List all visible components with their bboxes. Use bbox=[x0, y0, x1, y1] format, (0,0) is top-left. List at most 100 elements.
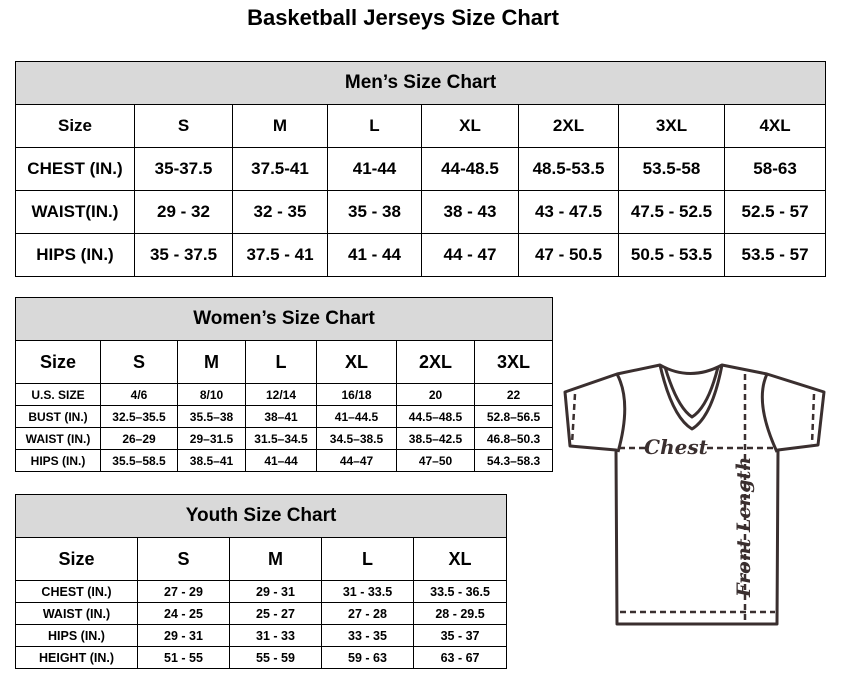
column-header: L bbox=[245, 340, 317, 384]
column-header: M bbox=[229, 537, 322, 581]
table-cell: 8/10 bbox=[177, 383, 246, 406]
table-cell: 26–29 bbox=[100, 427, 178, 450]
table-cell: 44.5–48.5 bbox=[396, 405, 475, 428]
row-label: U.S. SIZE bbox=[15, 383, 101, 406]
row-label: CHEST (IN.) bbox=[15, 147, 135, 191]
table-cell: 35 - 38 bbox=[327, 190, 422, 234]
column-header: S bbox=[137, 537, 230, 581]
table-cell: 63 - 67 bbox=[412, 646, 508, 669]
table-cell: 34.5–38.5 bbox=[316, 427, 397, 450]
table-cell: 46.8–50.3 bbox=[473, 427, 554, 450]
table-cell: 38–41 bbox=[245, 405, 317, 428]
table-cell: 53.5-58 bbox=[618, 147, 725, 191]
column-header: L bbox=[321, 537, 414, 581]
table-cell: 38.5–41 bbox=[177, 449, 246, 472]
column-header: L bbox=[327, 104, 422, 148]
youth-chart-heading: Youth Size Chart bbox=[14, 494, 508, 538]
table-cell: 31 - 33 bbox=[229, 624, 322, 647]
table-cell: 33 - 35 bbox=[321, 624, 414, 647]
table-cell: 41–44.5 bbox=[316, 405, 397, 428]
front-length-label: Front Length bbox=[733, 457, 755, 598]
table-cell: 20 bbox=[396, 383, 475, 406]
column-header: 3XL bbox=[618, 104, 725, 148]
table-cell: 55 - 59 bbox=[229, 646, 322, 669]
column-header: S bbox=[100, 340, 178, 384]
column-header: 3XL bbox=[473, 340, 554, 384]
table-row: HIPS (IN.) 35 - 37.5 37.5 - 41 41 - 44 44 - … bbox=[15, 233, 827, 277]
row-label: WAIST (IN.) bbox=[15, 427, 101, 450]
table-row: WAIST(IN.) 29 - 32 32 - 35 35 - 38 38 - 43 43… bbox=[15, 190, 827, 234]
jersey-outline bbox=[563, 363, 826, 626]
table-cell: 4/6 bbox=[100, 383, 178, 406]
table-row: CHEST (IN.) 27 - 29 29 - 31 31 - 33.5 33.5 -… bbox=[15, 580, 508, 603]
table-row: U.S. SIZE 4/6 8/10 12/14 16/18 20 22 bbox=[15, 383, 554, 406]
table-cell: 47 - 50.5 bbox=[518, 233, 619, 277]
table-row: BUST (IN.) 32.5–35.5 35.5–38 38–41 41–44.5 44… bbox=[15, 405, 554, 428]
table-cell: 32 - 35 bbox=[232, 190, 328, 234]
table-cell: 44 - 47 bbox=[421, 233, 519, 277]
column-header: 2XL bbox=[396, 340, 475, 384]
table-cell: 16/18 bbox=[316, 383, 397, 406]
table-cell: 43 - 47.5 bbox=[518, 190, 619, 234]
table-row: HEIGHT (IN.) 51 - 55 55 - 59 59 - 63 63 - 67 bbox=[15, 646, 508, 669]
table-cell: 12/14 bbox=[245, 383, 317, 406]
table-cell: 51 - 55 bbox=[137, 646, 230, 669]
table-cell: 27 - 29 bbox=[137, 580, 230, 603]
row-label: WAIST (IN.) bbox=[15, 602, 138, 625]
column-header: Size bbox=[15, 340, 101, 384]
table-row: HIPS (IN.) 29 - 31 31 - 33 33 - 35 35 - 37 bbox=[15, 624, 508, 647]
column-header: XL bbox=[412, 537, 508, 581]
table-cell: 44–47 bbox=[316, 449, 397, 472]
table-row: WAIST (IN.) 26–29 29–31.5 31.5–34.5 34.5–38.… bbox=[15, 427, 554, 450]
table-cell: 35 - 37.5 bbox=[134, 233, 233, 277]
table-cell: 29–31.5 bbox=[177, 427, 246, 450]
row-label: BUST (IN.) bbox=[15, 405, 101, 428]
column-header: 4XL bbox=[723, 104, 827, 148]
table-cell: 31 - 33.5 bbox=[321, 580, 414, 603]
table-cell: 44-48.5 bbox=[421, 147, 519, 191]
table-cell: 47–50 bbox=[396, 449, 475, 472]
table-cell: 41-44 bbox=[327, 147, 422, 191]
table-cell: 35.5–38 bbox=[177, 405, 246, 428]
table-cell: 50.5 - 53.5 bbox=[618, 233, 725, 277]
table-cell: 53.5 - 57 bbox=[723, 233, 827, 277]
youth-size-table: Youth Size Chart Size S M L XL CHEST (IN.) 27 -… bbox=[14, 494, 508, 669]
mens-size-table: Men’s Size Chart Size S M L XL 2XL 3XL 4XL CHEST … bbox=[14, 61, 827, 277]
men-chart-heading: Men’s Size Chart bbox=[14, 61, 827, 105]
table-cell: 35 - 37 bbox=[412, 624, 508, 647]
jersey-diagram: Chest Front Length bbox=[563, 363, 826, 626]
table-cell: 35.5–58.5 bbox=[100, 449, 178, 472]
table-cell: 25 - 27 bbox=[229, 602, 322, 625]
page-title: Basketball Jerseys Size Chart bbox=[247, 5, 559, 30]
column-header: 2XL bbox=[518, 104, 619, 148]
row-label: HIPS (IN.) bbox=[15, 233, 135, 277]
womens-size-table: Women’s Size Chart Size S M L XL 2XL 3XL U.S. SI… bbox=[14, 297, 554, 472]
table-cell: 35-37.5 bbox=[134, 147, 233, 191]
size-header-row: Size S M L XL 2XL 3XL 4XL bbox=[15, 104, 827, 148]
table-cell: 52.5 - 57 bbox=[723, 190, 827, 234]
table-row: CHEST (IN.) 35-37.5 37.5-41 41-44 44-48.5 48.… bbox=[15, 147, 827, 191]
table-cell: 29 - 32 bbox=[134, 190, 233, 234]
table-cell: 31.5–34.5 bbox=[245, 427, 317, 450]
column-header: M bbox=[177, 340, 246, 384]
row-label: HIPS (IN.) bbox=[15, 624, 138, 647]
table-cell: 59 - 63 bbox=[321, 646, 414, 669]
size-header-row: Size S M L XL bbox=[15, 537, 508, 581]
table-cell: 58-63 bbox=[723, 147, 827, 191]
table-cell: 24 - 25 bbox=[137, 602, 230, 625]
column-header: XL bbox=[316, 340, 397, 384]
table-cell: 38.5–42.5 bbox=[396, 427, 475, 450]
table-row: WAIST (IN.) 24 - 25 25 - 27 27 - 28 28 - 29.… bbox=[15, 602, 508, 625]
table-cell: 33.5 - 36.5 bbox=[412, 580, 508, 603]
column-header: Size bbox=[15, 104, 135, 148]
size-header-row: Size S M L XL 2XL 3XL bbox=[15, 340, 554, 384]
chest-label: Chest bbox=[644, 435, 708, 459]
table-cell: 41 - 44 bbox=[327, 233, 422, 277]
table-cell: 52.8–56.5 bbox=[473, 405, 554, 428]
table-cell: 38 - 43 bbox=[421, 190, 519, 234]
row-label: WAIST(IN.) bbox=[15, 190, 135, 234]
table-cell: 37.5 - 41 bbox=[232, 233, 328, 277]
table-cell: 29 - 31 bbox=[137, 624, 230, 647]
table-cell: 48.5-53.5 bbox=[518, 147, 619, 191]
table-cell: 37.5-41 bbox=[232, 147, 328, 191]
